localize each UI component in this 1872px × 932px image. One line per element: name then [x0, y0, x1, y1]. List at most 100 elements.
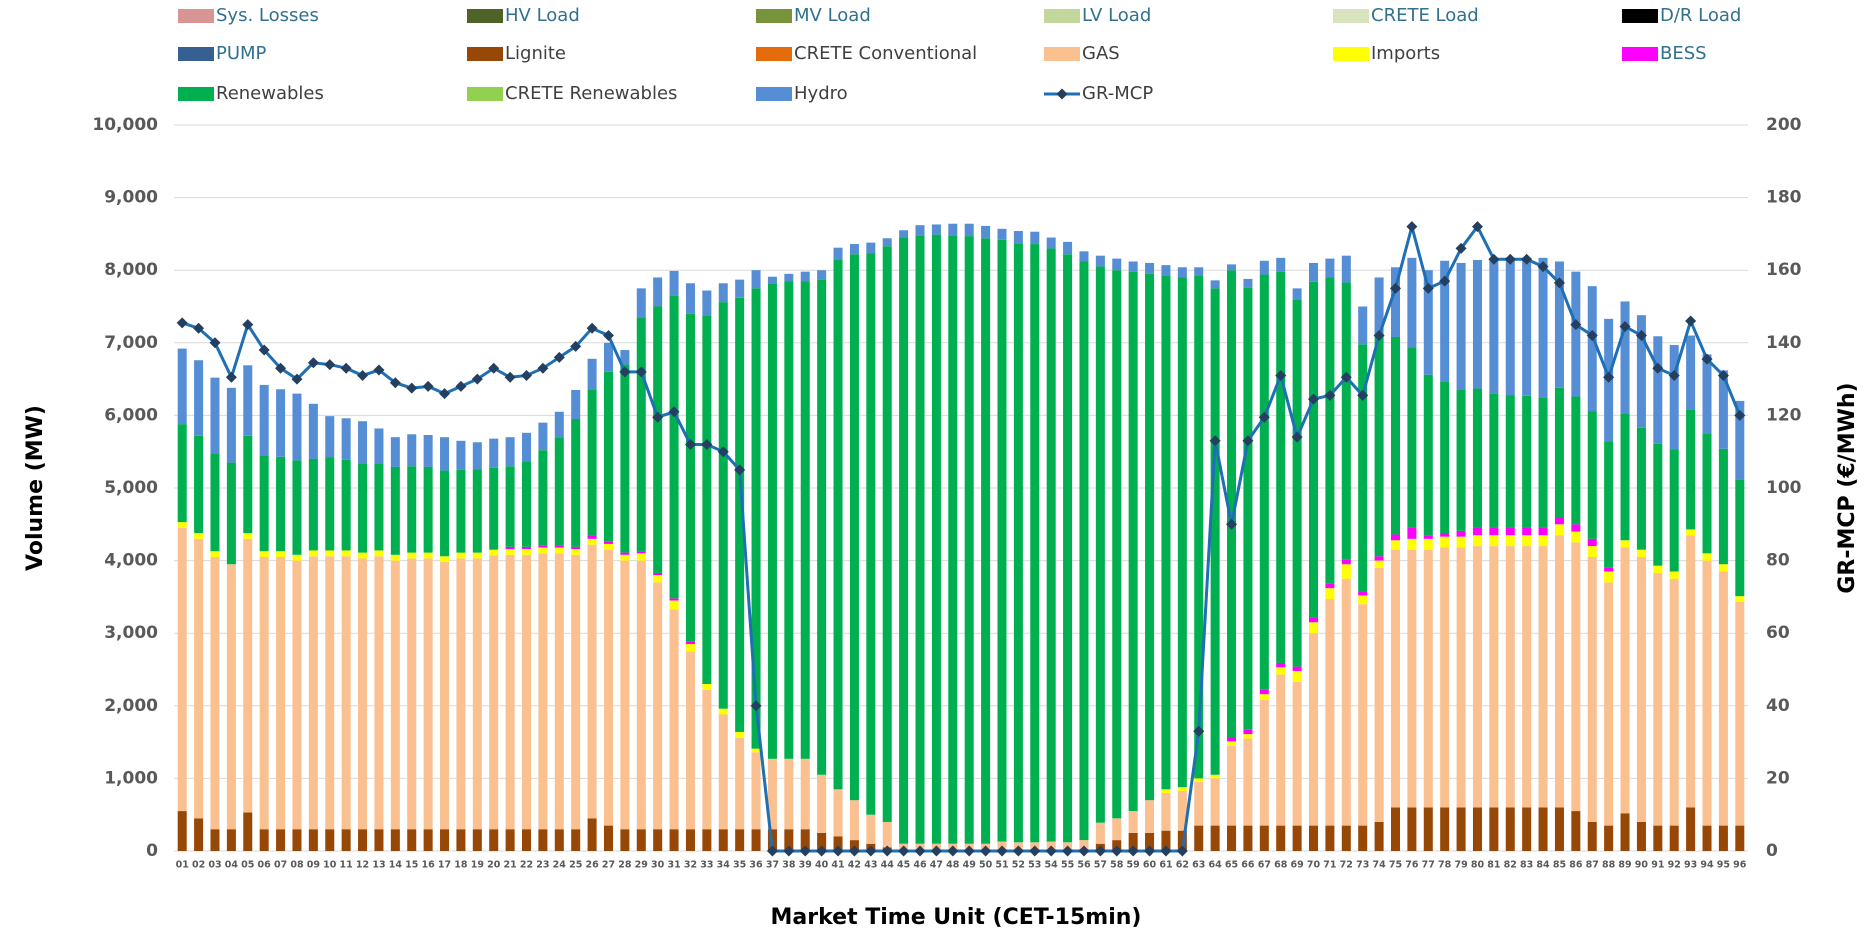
x-tick-label: 55 — [1061, 860, 1074, 871]
bar-segment — [1227, 741, 1237, 746]
bar-segment — [1538, 807, 1548, 851]
bar-segment — [1571, 524, 1581, 532]
bar-segment — [1702, 825, 1712, 851]
x-tick-label: 29 — [635, 860, 648, 871]
bar-segment — [1571, 811, 1581, 851]
x-tick-label: 60 — [1143, 860, 1157, 871]
bar-segment — [1522, 527, 1532, 536]
price-marker — [668, 406, 680, 418]
bar-segment — [800, 271, 810, 282]
bar-segment — [1604, 441, 1614, 568]
y-tick-label: 7,000 — [104, 333, 158, 353]
bar-segment — [784, 829, 794, 851]
bar-segment — [489, 438, 499, 468]
price-marker — [1406, 221, 1418, 233]
bar-segment — [603, 541, 613, 544]
legend-label: LV Load — [1082, 5, 1151, 26]
bar-segment — [423, 558, 433, 830]
bar-segment — [341, 418, 351, 460]
y-tick-label: 3,000 — [104, 623, 158, 643]
x-tick-label: 74 — [1372, 860, 1386, 871]
bar-segment — [1292, 666, 1302, 671]
price-marker — [1012, 845, 1024, 857]
bar-segment — [505, 437, 515, 467]
bar-segment — [1161, 275, 1171, 790]
bar-segment — [1358, 604, 1368, 826]
legend-swatch — [1333, 9, 1369, 23]
bar-segment — [1358, 825, 1368, 851]
bar-segment — [522, 546, 532, 549]
bar-segment — [1194, 276, 1204, 779]
price-marker — [193, 322, 205, 334]
y2-tick-label: 80 — [1766, 551, 1790, 571]
bar-segment — [440, 470, 450, 557]
bar-segment — [1210, 778, 1220, 826]
bar-segment — [1489, 393, 1499, 528]
bar-segment — [1145, 800, 1155, 833]
price-marker — [537, 362, 549, 374]
bar-segment — [1505, 546, 1515, 808]
x-tick-label: 83 — [1520, 860, 1533, 871]
price-marker — [652, 411, 664, 423]
bar-segment — [784, 281, 794, 759]
x-tick-label: 90 — [1635, 860, 1649, 871]
x-tick-label: 57 — [1094, 860, 1107, 871]
bar-segment — [1718, 370, 1728, 449]
x-tick-label: 21 — [503, 860, 516, 871]
x-tick-label: 91 — [1651, 860, 1664, 871]
x-tick-label: 65 — [1225, 860, 1238, 871]
bar-segment — [538, 545, 548, 548]
bar-segment — [948, 223, 958, 236]
bar-segment — [341, 829, 351, 851]
bar-segment — [538, 422, 548, 451]
bar-segment — [1423, 270, 1433, 375]
bar-segment — [341, 550, 351, 557]
bar-segment — [1423, 538, 1433, 550]
y-tick-label: 1,000 — [104, 768, 158, 788]
bar-segment — [1636, 315, 1646, 428]
legend-swatch — [756, 87, 792, 101]
x-tick-label: 42 — [848, 860, 861, 871]
price-marker — [258, 344, 270, 356]
bar-segment — [456, 469, 466, 553]
bar-segment — [1456, 807, 1466, 851]
bar-segment — [948, 235, 958, 844]
x-tick-label: 46 — [913, 860, 927, 871]
bar-segment — [1653, 443, 1663, 566]
bar-segment — [1161, 830, 1171, 851]
bar-segment — [587, 818, 597, 851]
price-marker — [1029, 845, 1041, 857]
bar-segment — [1013, 243, 1023, 843]
price-marker — [1209, 435, 1221, 447]
bar-segment — [587, 389, 597, 536]
price-marker — [406, 382, 418, 394]
price-marker — [553, 351, 565, 363]
bar-segment — [1538, 257, 1548, 398]
bar-segment — [1472, 546, 1482, 808]
bar-segment — [1620, 413, 1630, 541]
bar-segment — [1522, 535, 1532, 547]
bar-segment — [603, 549, 613, 826]
bar-segment — [1341, 578, 1351, 826]
bar-segment — [1604, 567, 1614, 572]
bar-segment — [1554, 524, 1564, 536]
x-tick-label: 75 — [1389, 860, 1402, 871]
x-tick-label: 35 — [733, 860, 746, 871]
bar-segment — [1095, 822, 1105, 844]
price-marker — [717, 446, 729, 458]
bar-segment — [1636, 556, 1646, 822]
legend-label: D/R Load — [1660, 5, 1741, 26]
x-tick-label: 51 — [995, 860, 1008, 871]
bar-segment — [1407, 538, 1417, 550]
bar-segment — [1259, 694, 1269, 700]
bar-segment — [472, 442, 482, 470]
bar-segment — [472, 552, 482, 559]
bar-segment — [1374, 567, 1384, 822]
bar-segment — [1309, 825, 1319, 851]
bar-segment — [653, 829, 663, 851]
bar-segment — [243, 812, 253, 851]
price-marker — [914, 845, 926, 857]
bar-segment — [718, 708, 728, 715]
bar-segment — [1669, 825, 1679, 851]
bar-segment — [1128, 261, 1138, 272]
